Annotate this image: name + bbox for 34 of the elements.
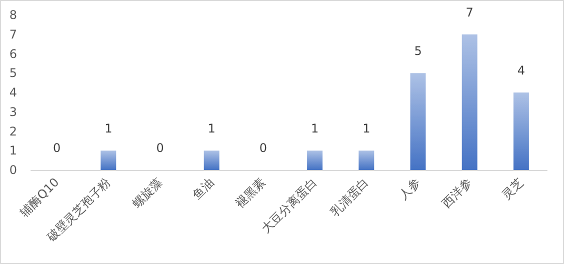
data-label: 0 bbox=[259, 141, 268, 155]
bar bbox=[358, 150, 374, 170]
y-tick-label: 5 bbox=[9, 66, 17, 80]
bar bbox=[513, 92, 529, 170]
x-tick-label: 人参 bbox=[396, 175, 423, 202]
bar bbox=[100, 150, 116, 170]
bar bbox=[410, 73, 426, 170]
data-label: 7 bbox=[466, 5, 474, 20]
data-label: 0 bbox=[156, 141, 164, 155]
x-tick-label: 灵芝 bbox=[499, 175, 526, 202]
data-label: 1 bbox=[362, 122, 370, 136]
y-tick-label: 1 bbox=[9, 144, 17, 158]
y-tick-label: 7 bbox=[9, 27, 17, 42]
y-tick-label: 6 bbox=[9, 46, 17, 61]
y-tick-label: 2 bbox=[9, 124, 17, 138]
data-label: 5 bbox=[414, 44, 422, 58]
bar bbox=[462, 34, 478, 170]
x-tick-label: 乳清蛋白 bbox=[328, 175, 372, 219]
bar bbox=[204, 150, 220, 170]
y-tick-label: 0 bbox=[9, 163, 17, 177]
x-tick-label: 西洋参 bbox=[439, 175, 475, 210]
y-tick-label: 4 bbox=[9, 86, 17, 100]
data-label: 1 bbox=[104, 122, 112, 136]
x-tick-label: 褪黑素 bbox=[232, 175, 268, 210]
data-label: 4 bbox=[517, 64, 526, 78]
y-tick-label: 8 bbox=[9, 8, 17, 22]
x-tick-label: 鱼油 bbox=[190, 175, 217, 202]
data-label: 1 bbox=[208, 122, 216, 136]
bar bbox=[307, 150, 323, 170]
x-tick-label: 螺旋藻 bbox=[130, 175, 165, 210]
x-tick-label: 辅酶Q10 bbox=[17, 175, 62, 220]
data-label: 1 bbox=[310, 122, 319, 136]
data-label: 0 bbox=[52, 141, 61, 155]
y-tick-label: 3 bbox=[9, 104, 17, 119]
